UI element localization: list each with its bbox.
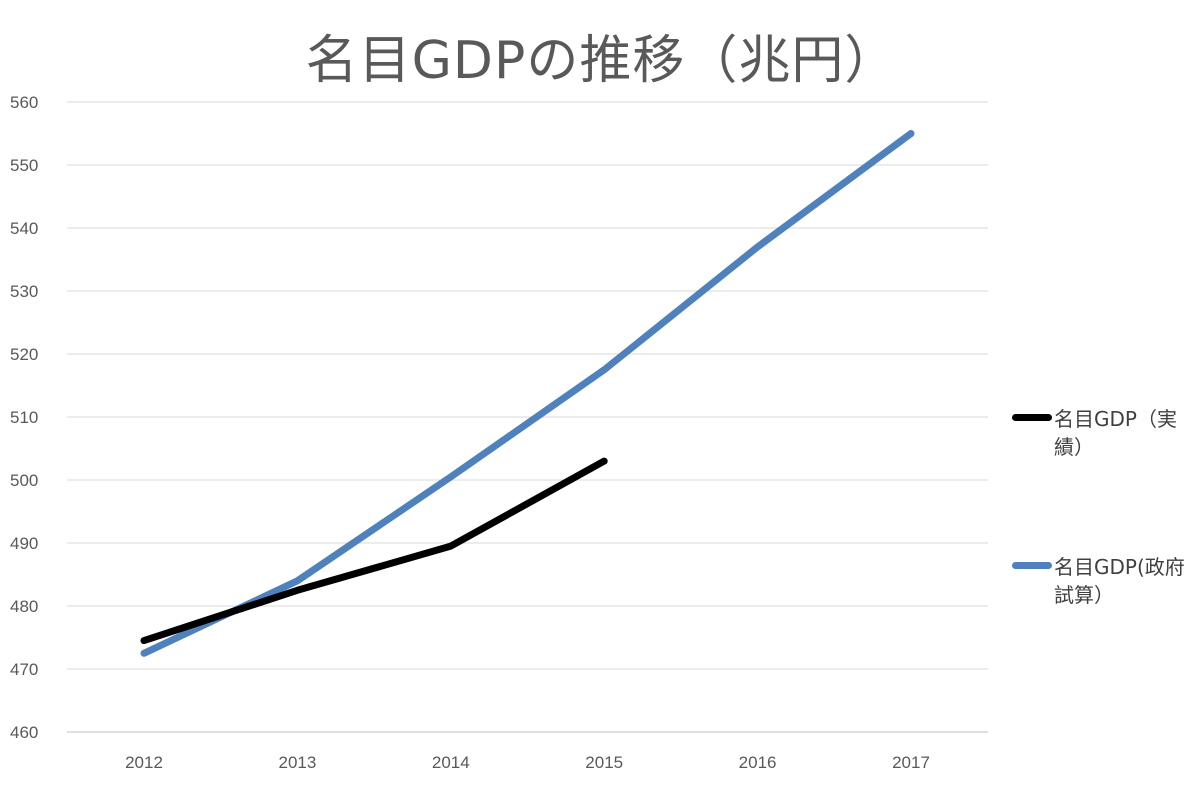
x-tick-label: 2014 — [432, 753, 470, 772]
x-tick-label: 2013 — [278, 753, 316, 772]
legend-label-actual: 名目GDP（実績） — [1054, 407, 1177, 459]
series-line-actual — [140, 457, 608, 645]
x-tick-label: 2017 — [892, 753, 930, 772]
y-tick-label: 540 — [10, 219, 38, 238]
legend-label-projection: 名目GDP(政府試算） — [1054, 555, 1185, 607]
x-tick-label: 2016 — [739, 753, 777, 772]
y-tick-label: 530 — [10, 282, 38, 301]
y-tick-label: 560 — [10, 93, 38, 112]
x-tick-label: 2012 — [125, 753, 163, 772]
y-tick-label: 520 — [10, 345, 38, 364]
y-tick-label: 510 — [10, 408, 38, 427]
y-tick-label: 460 — [10, 723, 38, 742]
series-lines — [140, 130, 915, 657]
x-axis: 2012 2013 2014 2015 2016 2017 — [125, 753, 930, 772]
legend-swatch-actual — [1012, 414, 1052, 421]
y-tick-label: 500 — [10, 471, 38, 490]
y-tick-label: 490 — [10, 534, 38, 553]
y-tick-label: 470 — [10, 660, 38, 679]
gridlines — [67, 101, 988, 733]
y-tick-label: 480 — [10, 597, 38, 616]
legend-swatch-projection — [1012, 562, 1052, 569]
chart-title: 名目GDPの推移（兆円） — [305, 31, 898, 91]
x-tick-label: 2015 — [585, 753, 623, 772]
y-axis: 460 470 480 490 500 510 520 530 540 550 560 — [10, 93, 38, 742]
y-tick-label: 550 — [10, 156, 38, 175]
series-line-projection — [140, 130, 915, 657]
